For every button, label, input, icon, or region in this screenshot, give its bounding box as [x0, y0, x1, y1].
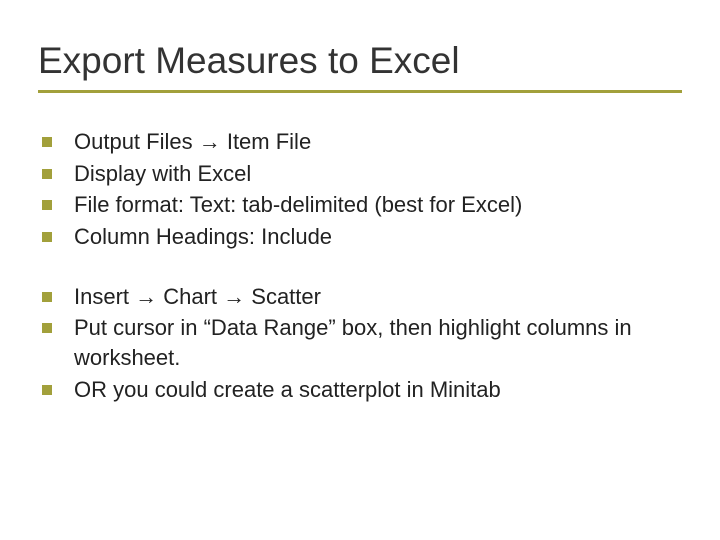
square-bullet-icon	[42, 323, 52, 333]
bullet-group-1: Output Files → Item File Display with Ex…	[42, 127, 682, 252]
list-item: Output Files → Item File	[42, 127, 682, 157]
bullet-text: Insert → Chart → Scatter	[74, 282, 682, 312]
list-item: Insert → Chart → Scatter	[42, 282, 682, 312]
square-bullet-icon	[42, 292, 52, 302]
bullet-group-2: Insert → Chart → Scatter Put cursor in “…	[42, 282, 682, 405]
bullet-text: Put cursor in “Data Range” box, then hig…	[74, 313, 682, 372]
bullet-text: Output Files → Item File	[74, 127, 682, 157]
list-item: Put cursor in “Data Range” box, then hig…	[42, 313, 682, 372]
square-bullet-icon	[42, 232, 52, 242]
list-item: Column Headings: Include	[42, 222, 682, 252]
square-bullet-icon	[42, 169, 52, 179]
bullet-text: Column Headings: Include	[74, 222, 682, 252]
square-bullet-icon	[42, 137, 52, 147]
slide-title: Export Measures to Excel	[38, 40, 682, 82]
list-item: OR you could create a scatterplot in Min…	[42, 375, 682, 405]
list-item: Display with Excel	[42, 159, 682, 189]
list-item: File format: Text: tab-delimited (best f…	[42, 190, 682, 220]
bullet-text: OR you could create a scatterplot in Min…	[74, 375, 682, 405]
bullet-text: File format: Text: tab-delimited (best f…	[74, 190, 682, 220]
square-bullet-icon	[42, 385, 52, 395]
slide: Export Measures to Excel Output Files → …	[0, 0, 720, 540]
title-underline	[38, 90, 682, 93]
bullet-text: Display with Excel	[74, 159, 682, 189]
square-bullet-icon	[42, 200, 52, 210]
